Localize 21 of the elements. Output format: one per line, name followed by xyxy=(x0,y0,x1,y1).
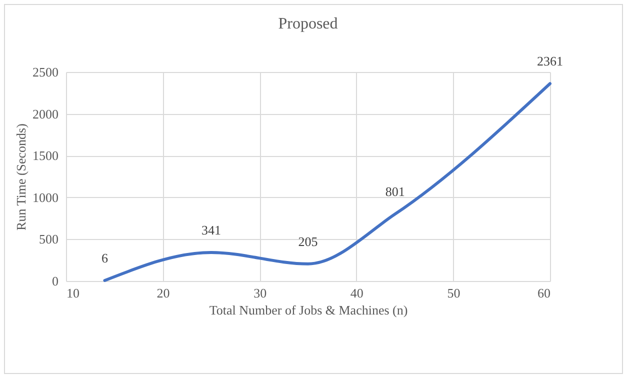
y-tick-label: 1500 xyxy=(32,148,58,164)
y-tick-label: 2000 xyxy=(32,106,58,122)
x-tick-label: 60 xyxy=(538,286,550,300)
y-tick-label: 500 xyxy=(39,232,58,247)
x-tick-label: 10 xyxy=(66,286,80,300)
data-label: 341 xyxy=(201,222,221,238)
y-tick-label: 0 xyxy=(52,274,58,288)
y-axis-title: Run Time (Seconds) xyxy=(14,124,28,230)
y-tick-label: 2500 xyxy=(32,64,58,80)
data-label: 801 xyxy=(385,184,405,200)
chart-title: Proposed xyxy=(278,16,338,33)
x-tick-label: 20 xyxy=(156,286,170,300)
y-tick-label: 1000 xyxy=(32,190,58,205)
data-label: 205 xyxy=(298,234,318,249)
x-tick-label: 50 xyxy=(447,286,460,300)
x-tick-label: 40 xyxy=(350,286,364,300)
x-axis-title: Total Number of Jobs & Machines (n) xyxy=(209,302,408,318)
x-tick-label: 30 xyxy=(254,286,267,300)
data-label: 6 xyxy=(101,250,108,266)
line-series xyxy=(103,82,552,282)
data-label: 2361 xyxy=(537,54,563,69)
